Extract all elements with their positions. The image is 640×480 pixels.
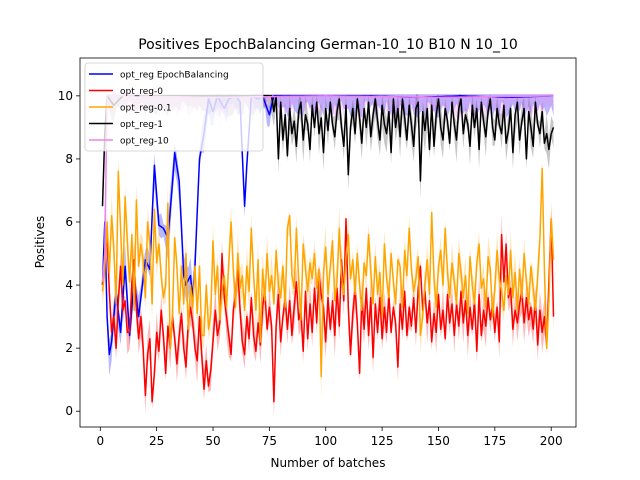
legend-label: opt_reg-0.1: [120, 104, 172, 114]
x-tick-label: 175: [483, 434, 506, 448]
x-tick-label: 0: [96, 434, 104, 448]
y-axis-label: Positives: [33, 216, 47, 269]
y-tick-label: 6: [65, 215, 73, 229]
legend: opt_reg EpochBalancing opt_reg-0 opt_reg-0…: [84, 62, 264, 152]
legend-label: opt_reg-1: [120, 120, 163, 130]
x-axis-ticks: 0 25 50 75 100 125 150 175 200: [96, 427, 563, 448]
chart-title: Positives EpochBalancing German-10_10 B1…: [138, 37, 518, 53]
x-tick-label: 200: [540, 434, 563, 448]
x-tick-label: 150: [427, 434, 450, 448]
y-axis-ticks: 0 2 4 6 8 10: [58, 89, 80, 418]
axes-frame: [79, 57, 577, 428]
legend-label: opt_reg-10: [120, 137, 169, 147]
legend-box: [84, 62, 264, 152]
series-line-opt-reg-0-1: [101, 167, 555, 378]
y-tick-label: 0: [65, 404, 73, 418]
x-tick-label: 25: [149, 434, 164, 448]
legend-label: opt_reg-0: [120, 87, 163, 97]
x-axis-label: Number of batches: [271, 456, 386, 470]
y-tick-label: 8: [65, 152, 73, 166]
y-tick-label: 2: [65, 341, 73, 355]
y-tick-label: 10: [58, 89, 73, 103]
x-tick-label: 75: [262, 434, 277, 448]
x-tick-label: 100: [314, 434, 337, 448]
x-tick-label: 125: [371, 434, 394, 448]
legend-label: opt_reg EpochBalancing: [120, 71, 229, 81]
y-tick-label: 4: [65, 278, 73, 292]
band-opt-reg-0: [102, 207, 554, 418]
x-tick-label: 50: [205, 434, 220, 448]
series-line-opt-reg-0: [101, 218, 555, 403]
